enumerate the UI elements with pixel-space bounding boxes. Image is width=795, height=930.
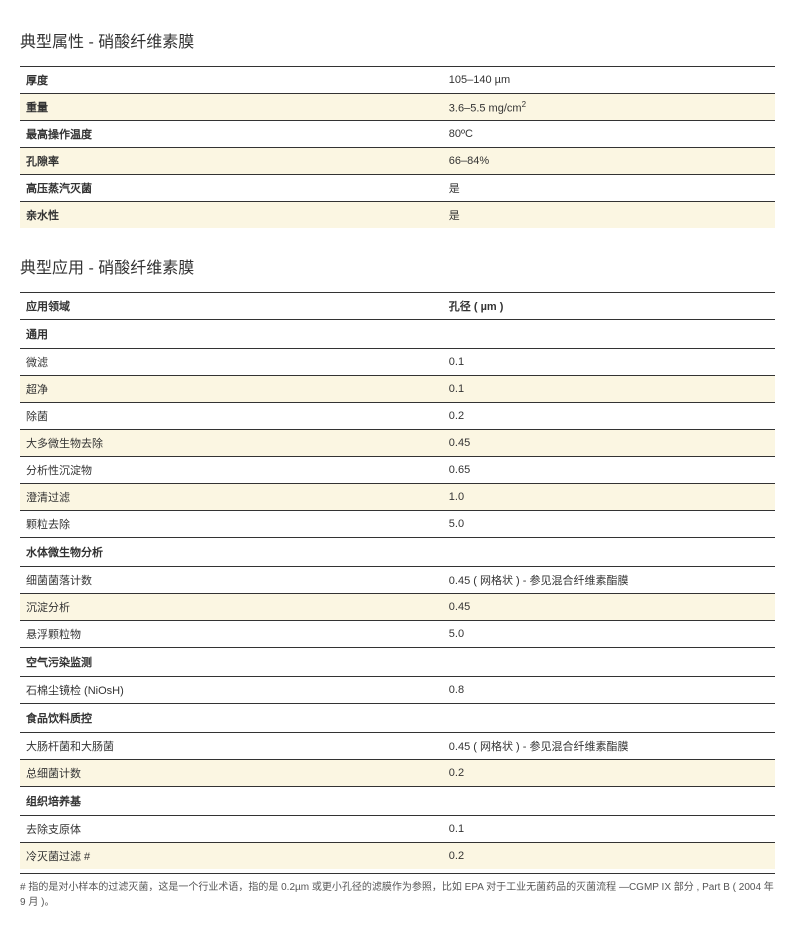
app-label: 细菌菌落计数 <box>20 567 443 594</box>
attr-value: 是 <box>443 202 775 229</box>
app-label: 澄清过滤 <box>20 484 443 511</box>
section2-title: 典型应用 - 硝酸纤维素膜 <box>20 254 775 278</box>
app-label: 悬浮颗粒物 <box>20 621 443 648</box>
app-label: 总细菌计数 <box>20 760 443 787</box>
col-header-field: 应用领域 <box>20 293 443 320</box>
app-value: 0.45 <box>443 430 775 457</box>
footnote-text: # 指的是对小样本的过滤灭菌，这是一个行业术语，指的是 0.2µm 或更小孔径的… <box>20 873 775 910</box>
group-header: 食品饮料质控 <box>20 704 775 733</box>
app-value: 0.1 <box>443 816 775 843</box>
attr-value: 3.6–5.5 mg/cm2 <box>443 94 775 121</box>
app-value: 0.1 <box>443 349 775 376</box>
app-value: 0.45 ( 网格状 ) - 参见混合纤维素酯膜 <box>443 733 775 760</box>
attr-value: 是 <box>443 175 775 202</box>
app-label: 除菌 <box>20 403 443 430</box>
attr-label: 厚度 <box>20 67 443 94</box>
section1-title: 典型属性 - 硝酸纤维素膜 <box>20 28 775 52</box>
attr-label: 重量 <box>20 94 443 121</box>
attr-value: 66–84% <box>443 148 775 175</box>
attr-value: 80ºC <box>443 121 775 148</box>
attr-label: 亲水性 <box>20 202 443 229</box>
group-header: 空气污染监测 <box>20 648 775 677</box>
group-header: 水体微生物分析 <box>20 538 775 567</box>
attr-label: 高压蒸汽灭菌 <box>20 175 443 202</box>
attr-label: 最高操作温度 <box>20 121 443 148</box>
app-value: 0.1 <box>443 376 775 403</box>
app-label: 超净 <box>20 376 443 403</box>
app-value: 0.2 <box>443 403 775 430</box>
group-header: 通用 <box>20 320 775 349</box>
app-value: 5.0 <box>443 511 775 538</box>
attr-value: 105–140 µm <box>443 67 775 94</box>
attr-label: 孔隙率 <box>20 148 443 175</box>
app-value: 0.2 <box>443 760 775 787</box>
app-label: 石棉尘镜检 (NiOsH) <box>20 677 443 704</box>
app-label: 分析性沉淀物 <box>20 457 443 484</box>
app-value: 5.0 <box>443 621 775 648</box>
app-label: 冷灭菌过滤 # <box>20 843 443 870</box>
app-label: 去除支原体 <box>20 816 443 843</box>
app-label: 大肠杆菌和大肠菌 <box>20 733 443 760</box>
group-header: 组织培养基 <box>20 787 775 816</box>
app-label: 大多微生物去除 <box>20 430 443 457</box>
app-label: 微滤 <box>20 349 443 376</box>
app-value: 0.45 ( 网格状 ) - 参见混合纤维素酯膜 <box>443 567 775 594</box>
app-label: 颗粒去除 <box>20 511 443 538</box>
app-value: 0.45 <box>443 594 775 621</box>
app-value: 0.8 <box>443 677 775 704</box>
applications-table: 应用领域孔径 ( µm )通用微滤0.1超净0.1除菌0.2大多微生物去除0.4… <box>20 292 775 869</box>
col-header-pore: 孔径 ( µm ) <box>443 293 775 320</box>
app-value: 0.65 <box>443 457 775 484</box>
app-value: 0.2 <box>443 843 775 870</box>
attributes-table: 厚度105–140 µm重量3.6–5.5 mg/cm2最高操作温度80ºC孔隙… <box>20 66 775 228</box>
app-value: 1.0 <box>443 484 775 511</box>
app-label: 沉淀分析 <box>20 594 443 621</box>
